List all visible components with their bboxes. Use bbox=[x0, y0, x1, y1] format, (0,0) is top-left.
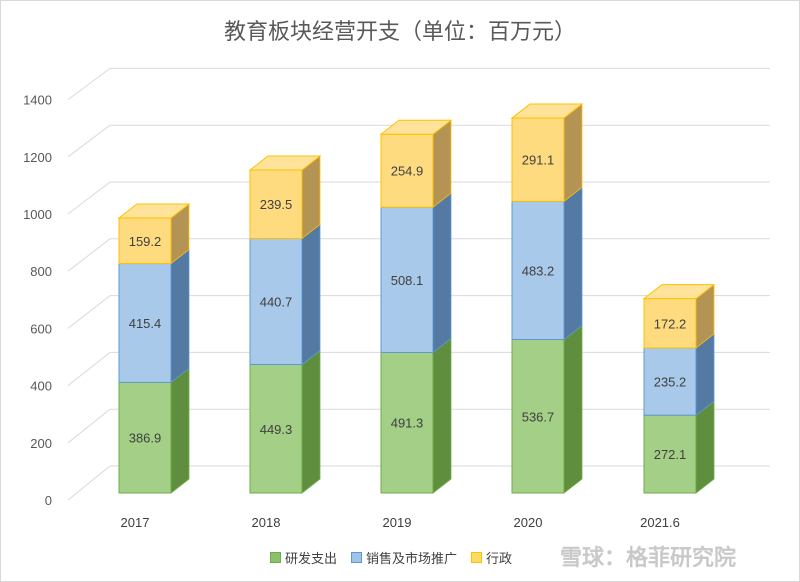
data-label: 440.7 bbox=[260, 294, 293, 309]
legend-item-rd: 研发支出 bbox=[270, 548, 337, 567]
bar-segment-side bbox=[170, 248, 190, 384]
bar-segment-side bbox=[695, 400, 715, 494]
legend-swatch-green bbox=[270, 552, 281, 563]
y-tick-label: 0 bbox=[45, 493, 52, 508]
chart-title: 教育板块经营开支（单位：百万元） bbox=[223, 20, 576, 45]
bar-segment-front bbox=[118, 381, 172, 494]
data-label: 386.9 bbox=[129, 431, 162, 446]
data-label: 508.1 bbox=[391, 273, 424, 288]
data-label: 172.2 bbox=[654, 316, 687, 331]
legend-label: 销售及市场推广 bbox=[366, 552, 458, 567]
legend-swatch-blue bbox=[351, 552, 363, 563]
bar-segment-side bbox=[432, 119, 452, 208]
bar-segment-side bbox=[432, 337, 452, 494]
data-label: 254.9 bbox=[391, 164, 424, 179]
bar-segment-side bbox=[301, 223, 321, 366]
bar-segment-front bbox=[118, 263, 172, 383]
bar-segment-side bbox=[563, 103, 583, 203]
legend-item-admin: 行政 bbox=[471, 548, 512, 567]
y-tick-label: 400 bbox=[30, 379, 52, 394]
x-tick-label: 2017 bbox=[121, 515, 150, 530]
bar-segment-side bbox=[432, 192, 452, 354]
x-tick-label: 2020 bbox=[514, 515, 543, 530]
data-label: 449.3 bbox=[260, 422, 293, 437]
legend-item-sales: 销售及市场推广 bbox=[351, 548, 457, 567]
y-tick-label: 1200 bbox=[23, 150, 52, 165]
legend-swatch-yellow bbox=[471, 552, 483, 563]
bar-segment-side bbox=[170, 367, 190, 494]
bar-segment-front bbox=[118, 217, 172, 265]
data-label: 272.1 bbox=[654, 447, 687, 462]
bar-segment-side bbox=[563, 324, 583, 494]
bar-segment-front bbox=[643, 298, 697, 349]
bar-top bbox=[510, 103, 584, 119]
y-tick-label: 800 bbox=[30, 264, 52, 279]
x-tick-label: 2018 bbox=[252, 515, 281, 530]
bar-top bbox=[117, 203, 191, 219]
bar-segment-side bbox=[563, 186, 583, 341]
legend-label: 行政 bbox=[486, 552, 513, 567]
x-tick-label: 2021.6 bbox=[640, 515, 680, 530]
legend-label: 研发支出 bbox=[285, 552, 338, 567]
y-tick-label: 1000 bbox=[23, 207, 52, 222]
y-tick-label: 200 bbox=[30, 436, 52, 451]
bar-top bbox=[642, 284, 716, 300]
bar-top bbox=[248, 155, 322, 171]
bar-segment-front bbox=[380, 351, 434, 494]
data-label: 159.2 bbox=[129, 234, 162, 249]
data-label: 239.5 bbox=[260, 197, 293, 212]
bar-segment-front bbox=[511, 200, 565, 341]
bar-segment-front bbox=[249, 169, 303, 239]
bar-segment-side bbox=[301, 349, 321, 494]
data-label: 536.7 bbox=[522, 409, 555, 424]
data-label: 491.3 bbox=[391, 416, 424, 431]
data-label: 291.1 bbox=[522, 153, 555, 168]
data-label: 235.2 bbox=[654, 375, 687, 390]
watermark: 雪球：格菲研究院 bbox=[560, 546, 737, 571]
data-label: 483.2 bbox=[522, 263, 555, 278]
gridline bbox=[67, 67, 770, 101]
x-tick-label: 2019 bbox=[383, 515, 412, 530]
bar-segment-front bbox=[511, 117, 565, 202]
y-tick-label: 1400 bbox=[23, 93, 52, 108]
data-label: 415.4 bbox=[129, 316, 162, 331]
legend: 研发支出 销售及市场推广 行政 bbox=[270, 548, 512, 567]
bar-segment-front bbox=[511, 339, 565, 494]
y-tick-label: 600 bbox=[30, 321, 52, 336]
bar-top bbox=[379, 119, 453, 135]
bar-segment-front bbox=[643, 414, 697, 494]
